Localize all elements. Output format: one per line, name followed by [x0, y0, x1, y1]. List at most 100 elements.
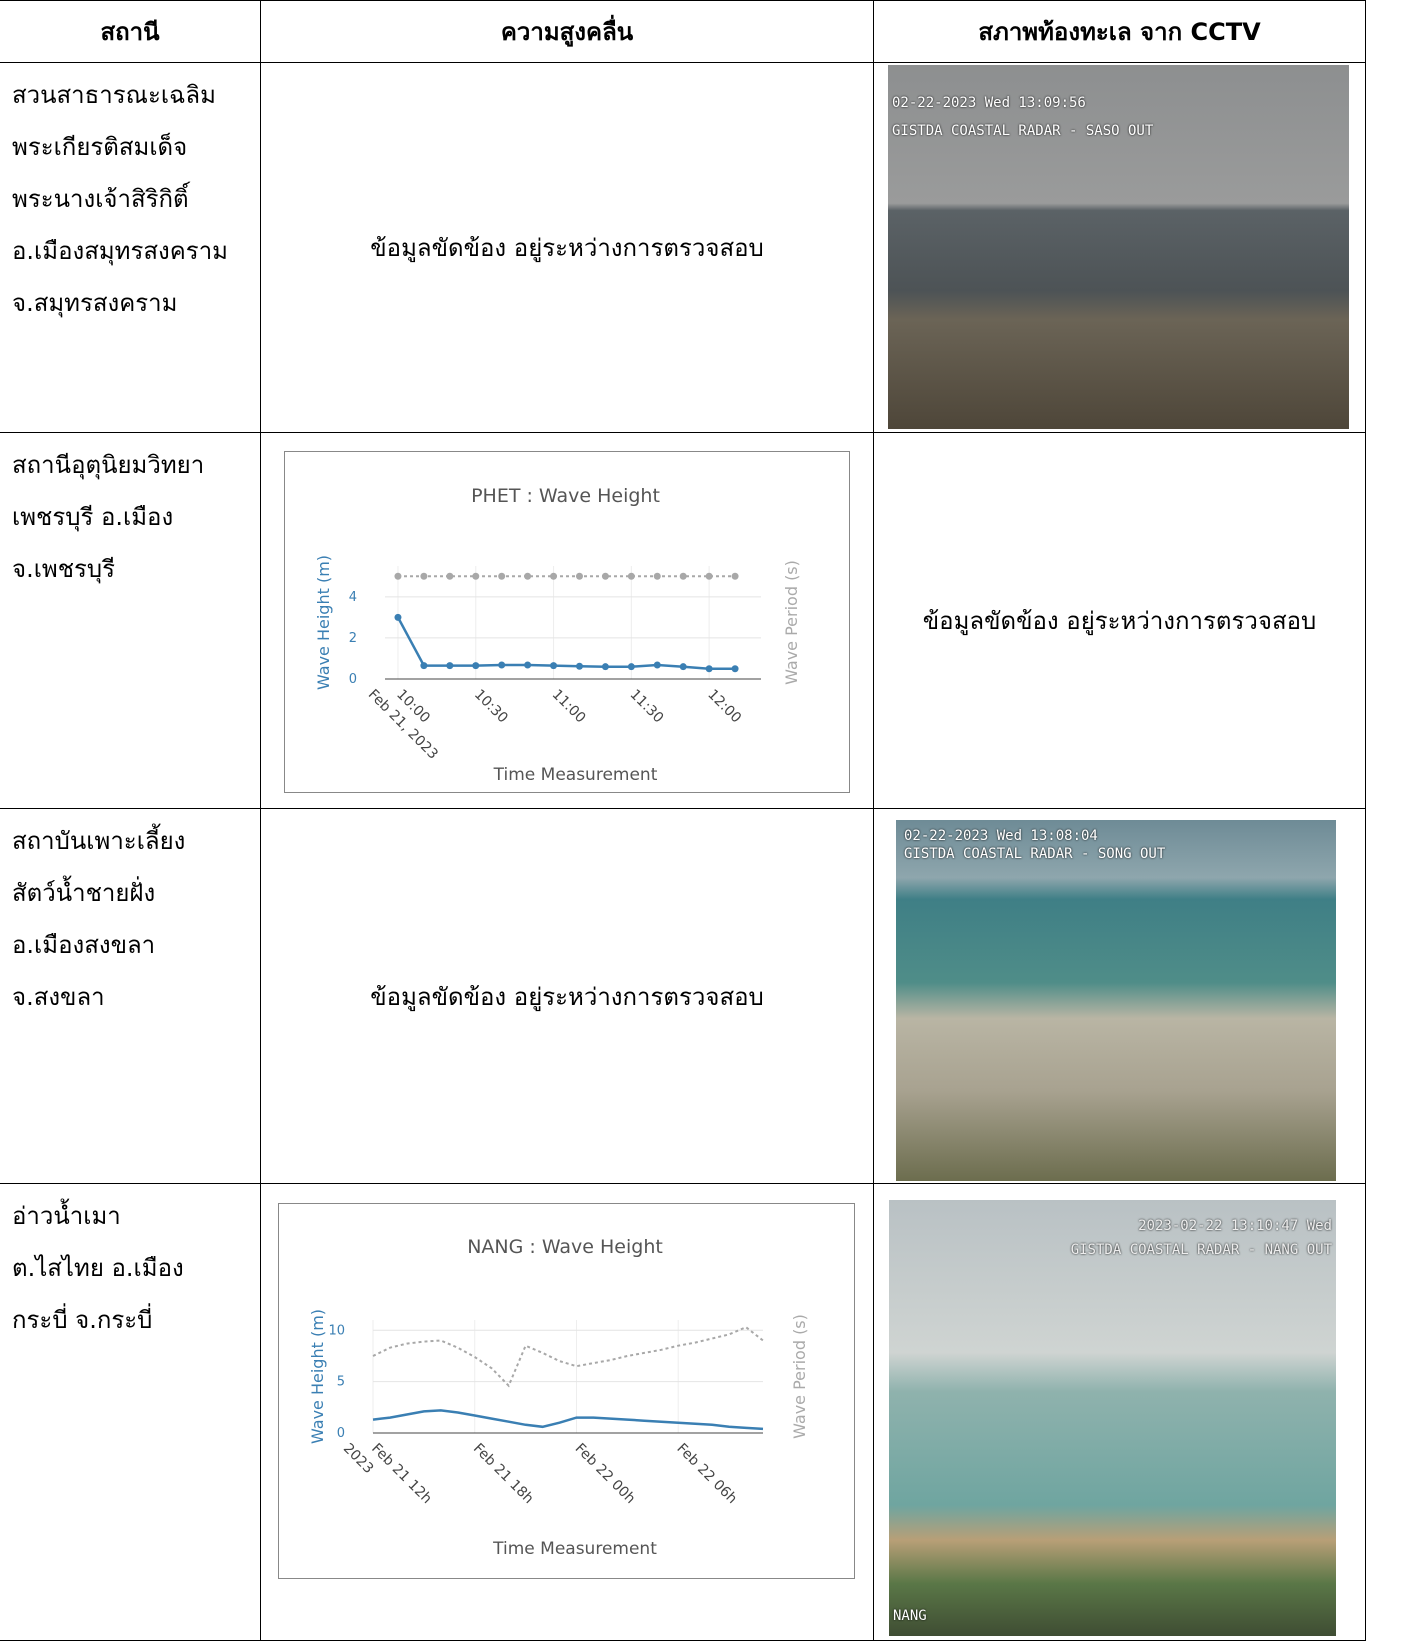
wave-chart: PHET : Wave Height 0 2 4 10:00Feb 21, 2023 10… — [314, 485, 801, 785]
cctv-overlay-text: 02-22-2023 Wed 13:08:04 — [904, 828, 1098, 844]
cctv-overlay-text: 02-22-2023 Wed 13:09:56 — [892, 95, 1086, 111]
x-tick-line: Feb 21 18h — [470, 1441, 537, 1508]
x-tick-line: 2023 — [340, 1441, 377, 1478]
cctv-overlay-text: GISTDA COASTAL RADAR - NANG OUT — [1070, 1242, 1332, 1258]
station-line: เพชรบุรี อ.เมือง — [12, 503, 174, 531]
wave-cell: ข้อมูลขัดข้อง อยู่ระหว่างการตรวจสอบ — [260, 808, 874, 1184]
wave-cell: NANG : Wave Height 0 5 10 Feb 21 12h2023 Feb … — [260, 1183, 874, 1641]
cctv-overlay-text: NANG — [893, 1608, 927, 1624]
header-cell: ความสูงคลื่น — [260, 0, 874, 63]
status-text: ข้อมูลขัดข้อง อยู่ระหว่างการตรวจสอบ — [922, 607, 1317, 635]
header-cell: สถานี — [0, 0, 261, 63]
y2-axis-label: Wave Period (s) — [782, 560, 801, 685]
x-tick-label: 12:00 — [704, 687, 744, 727]
x-tick-line: 11:30 — [627, 687, 667, 727]
series-point — [731, 665, 739, 673]
series-point — [446, 572, 454, 580]
x-tick-line: Feb 22 00h — [572, 1441, 639, 1508]
y-tick-label: 2 — [349, 631, 357, 646]
series-point — [420, 572, 428, 580]
chart-title: NANG : Wave Height — [467, 1236, 663, 1258]
cctv-cell: 2023-02-22 13:10:47 Wed GISTDA COASTAL RA… — [873, 1183, 1366, 1641]
series-point — [653, 572, 661, 580]
station-line: จ.สงขลา — [12, 983, 105, 1011]
cctv-cell: 02-22-2023 Wed 13:09:56 GISTDA COASTAL RA… — [873, 62, 1366, 433]
y-axis-label: Wave Height (m) — [308, 1309, 327, 1444]
x-tick-label: Feb 21 18h — [470, 1441, 537, 1508]
series-point — [575, 662, 583, 670]
station-line: พระนางเจ้าสิริกิติ์ — [12, 185, 189, 213]
station-cell: อ่าวน้ำเมา ต.ไสไทย อ.เมือง กระบี่ จ.กระบี่ — [0, 1183, 261, 1641]
station-line: สัตว์น้ำชายฝั่ง — [12, 879, 156, 907]
station-line: กระบี่ จ.กระบี่ — [12, 1306, 153, 1334]
x-tick-label: 11:00 — [549, 687, 589, 727]
series-point — [679, 663, 687, 671]
cctv-cell: ข้อมูลขัดข้อง อยู่ระหว่างการตรวจสอบ — [873, 432, 1366, 809]
header-cell: สภาพท้องทะเล จาก CCTV — [873, 0, 1366, 63]
series-point — [601, 572, 609, 580]
series-point — [705, 665, 713, 673]
station-line: สถาบันเพาะเลี้ยง — [12, 827, 186, 855]
header-text: ความสูงคลื่น — [500, 18, 634, 46]
cctv-image: 02-22-2023 Wed 13:09:56 GISTDA COASTAL RA… — [888, 65, 1349, 429]
station-line: อ.เมืองสงขลา — [12, 931, 156, 959]
chart-title: PHET : Wave Height — [471, 485, 660, 507]
station-line: อ.เมืองสมุทรสงคราม — [12, 237, 228, 265]
x-tick-line: Feb 21 12h — [368, 1441, 435, 1508]
x-tick-line: 10:30 — [471, 687, 511, 727]
series-point — [524, 572, 532, 580]
series-point — [679, 572, 687, 580]
x-tick-line: 11:00 — [549, 687, 589, 727]
station-cell: สถาบันเพาะเลี้ยงสัตว์น้ำชายฝั่งอ.เมืองสง… — [0, 808, 261, 1184]
cctv-overlay-text: GISTDA COASTAL RADAR - SASO OUT — [892, 123, 1154, 139]
y-tick-label: 4 — [349, 590, 357, 605]
cctv-image: 2023-02-22 13:10:47 Wed GISTDA COASTAL RA… — [889, 1200, 1336, 1636]
series-point — [472, 572, 480, 580]
x-tick-label: Feb 22 06h — [673, 1441, 740, 1508]
series-point — [420, 662, 428, 670]
station-table: สถานี ความสูงคลื่น สภาพท้องทะเล จาก CCTV สว… — [0, 0, 1366, 1641]
x-tick-line: Feb 22 06h — [673, 1441, 740, 1508]
header-text: สถานี — [100, 18, 160, 46]
y-tick-label: 0 — [349, 672, 357, 687]
header-text: สภาพท้องทะเล จาก CCTV — [978, 18, 1261, 46]
series-point — [524, 661, 532, 669]
cctv-overlay-text: GISTDA COASTAL RADAR - SONG OUT — [904, 846, 1166, 862]
chart-frame: PHET : Wave Height 0 2 4 10:00Feb 21, 2023 10… — [284, 451, 850, 793]
station-line: ต.ไสไทย อ.เมือง — [12, 1254, 184, 1282]
series-point — [394, 572, 402, 580]
series-point — [705, 572, 713, 580]
series-point — [601, 663, 609, 671]
series-point — [627, 572, 635, 580]
x-axis-label: Time Measurement — [492, 1539, 657, 1559]
x-tick-label: 10:30 — [471, 687, 511, 727]
series-point — [627, 663, 635, 671]
x-tick-label: 11:30 — [627, 687, 667, 727]
chart-frame: NANG : Wave Height 0 5 10 Feb 21 12h2023 Feb … — [278, 1203, 855, 1579]
y-tick-label: 5 — [337, 1375, 345, 1390]
station-line: จ.สมุทรสงคราม — [12, 289, 178, 317]
station-line: สถานีอุตุนิยมวิทยา — [12, 451, 205, 479]
cctv-image: 02-22-2023 Wed 13:08:04 GISTDA COASTAL RA… — [896, 820, 1336, 1181]
y-axis-label: Wave Height (m) — [314, 555, 333, 690]
series-point — [575, 572, 583, 580]
series-line — [396, 616, 736, 670]
x-axis-label: Time Measurement — [493, 765, 658, 785]
cctv-overlay-text: 2023-02-22 13:10:47 Wed — [1138, 1218, 1332, 1234]
x-tick-label: 10:00Feb 21, 2023 — [365, 672, 455, 762]
cctv-cell: 02-22-2023 Wed 13:08:04 GISTDA COASTAL RA… — [873, 808, 1366, 1184]
status-text: ข้อมูลขัดข้อง อยู่ระหว่างการตรวจสอบ — [370, 982, 764, 1011]
station-cell: สถานีอุตุนิยมวิทยา เพชรบุรี อ.เมือง จ.เพชร… — [0, 432, 261, 809]
series-point — [394, 613, 402, 621]
series-line — [372, 1409, 764, 1431]
wave-cell: PHET : Wave Height 0 2 4 10:00Feb 21, 2023 10… — [260, 432, 874, 809]
x-tick-line: 12:00 — [704, 687, 744, 727]
series-point — [653, 661, 661, 669]
series-point — [550, 662, 558, 670]
series-point — [498, 572, 506, 580]
station-line: พระเกียรติสมเด็จ — [12, 133, 188, 161]
y-tick-label: 0 — [337, 1426, 345, 1441]
